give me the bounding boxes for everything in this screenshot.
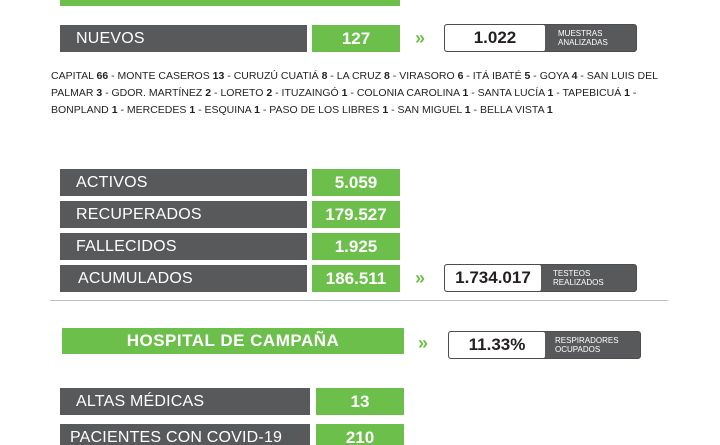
localidad-name: TAPEBICUÁ <box>562 87 625 99</box>
top-green-bar <box>60 0 400 6</box>
localidad-item: ITÁ IBATÉ 5 <box>473 70 531 82</box>
localidad-count: 2 <box>266 87 273 99</box>
localidad-count: 1 <box>547 87 554 99</box>
localidad-name: LORETO <box>220 87 267 99</box>
fallecidos-label: FALLECIDOS <box>60 233 307 260</box>
localidad-count: 4 <box>571 70 578 82</box>
localidad-item: BELLA VISTA 1 <box>480 104 553 116</box>
localidad-item: SAN LUIS DEL PALMAR 3 <box>51 70 658 99</box>
acumulados-row: ACUMULADOS 186.511 <box>60 265 400 292</box>
localidad-item: PASO DE LOS LIBRES 1 <box>269 104 388 116</box>
localidad-item: CAPITAL 66 <box>51 70 108 82</box>
nuevos-value: 127 <box>312 25 400 52</box>
testeos-caption: TESTEOS REALIZADOS <box>553 269 604 287</box>
muestras-caption: MUESTRAS ANALIZADAS <box>558 29 608 47</box>
localidad-item: MONTE CASEROS 13 <box>118 70 225 82</box>
acumulados-value: 186.511 <box>312 265 400 292</box>
localidad-item: GOYA 4 <box>540 70 578 82</box>
localidad-count: 8 <box>321 70 328 82</box>
testeos-value: 1.734.017 <box>445 265 541 291</box>
arrow-icon: » <box>418 333 428 353</box>
muestras-box: 1.022 MUESTRAS ANALIZADAS <box>444 24 637 52</box>
acumulados-label: ACUMULADOS <box>60 265 307 292</box>
localidad-count: 3 <box>96 87 103 99</box>
fallecidos-row: FALLECIDOS 1.925 <box>60 233 400 260</box>
localidad-item: COLONIA CAROLINA 1 <box>357 87 468 99</box>
recuperados-value: 179.527 <box>312 201 400 228</box>
pacientes-label: PACIENTES CON COVID-19 <box>60 424 310 445</box>
localidad-item: BONPLAND 1 <box>51 104 118 116</box>
respiradores-value: 11.33% <box>449 332 545 358</box>
localidad-count: 13 <box>212 70 225 82</box>
pacientes-value: 210 <box>316 424 404 445</box>
pacientes-row: PACIENTES CON COVID-19 210 <box>60 424 404 445</box>
respiradores-caption: RESPIRADORES OCUPADOS <box>555 336 619 354</box>
localidad-name: GOYA <box>539 70 572 82</box>
hospital-title: HOSPITAL DE CAMPAÑA <box>62 328 404 354</box>
localidades-list: CAPITAL 66 - MONTE CASEROS 13 - CURUZÚ C… <box>51 70 658 116</box>
localidad-name: SAN MIGUEL <box>397 104 465 116</box>
localidad-count: 2 <box>205 87 212 99</box>
localidad-count: 8 <box>384 70 390 82</box>
recuperados-label: RECUPERADOS <box>60 201 307 228</box>
localidad-name: PASO DE LOS LIBRES <box>269 104 383 116</box>
localidad-count: 1 <box>254 104 260 116</box>
localidad-item: MERCEDES 1 <box>127 104 195 116</box>
localidad-item: VIRASORO 6 <box>399 70 463 82</box>
fallecidos-value: 1.925 <box>312 233 400 260</box>
localidad-count: 1 <box>624 87 630 99</box>
localidad-count: 6 <box>457 70 464 82</box>
muestras-value: 1.022 <box>445 25 545 51</box>
localidad-item: SANTA LUCÍA 1 <box>478 87 554 99</box>
localidad-name: ESQUINA <box>204 104 255 116</box>
altas-label: ALTAS MÉDICAS <box>60 388 310 415</box>
localidad-name: BONPLAND <box>51 104 112 116</box>
localidad-count: 66 <box>96 70 109 82</box>
altas-row: ALTAS MÉDICAS 13 <box>60 388 404 415</box>
localidad-name: GDOR. MARTÍNEZ <box>111 87 206 99</box>
localidad-item: LORETO 2 <box>220 87 272 99</box>
localidad-count: 1 <box>341 87 348 99</box>
localidad-name: COLONIA CAROLINA <box>356 87 463 99</box>
localidad-name: SAN LUIS DEL PALMAR <box>51 70 658 99</box>
activos-value: 5.059 <box>312 169 400 196</box>
localidad-count: 5 <box>524 70 531 82</box>
localidad-name: MONTE CASEROS <box>117 70 213 82</box>
localidad-name: MERCEDES <box>126 104 190 116</box>
arrow-icon: » <box>415 28 425 48</box>
localidad-count: 1 <box>111 104 118 116</box>
localidad-item: GDOR. MARTÍNEZ 2 <box>112 87 212 99</box>
localidad-name: SANTA LUCÍA <box>477 87 548 99</box>
localidad-count: 1 <box>189 104 196 116</box>
respiradores-box: 11.33% RESPIRADORES OCUPADOS <box>448 331 641 359</box>
localidad-name: CAPITAL <box>51 70 97 82</box>
localidad-count: 1 <box>382 104 389 116</box>
localidad-item: CURUZÚ CUATIÁ 8 <box>234 70 328 82</box>
localidad-name: BELLA VISTA <box>479 104 547 116</box>
nuevos-label: NUEVOS <box>60 25 307 52</box>
localidad-name: ITUZAINGÓ <box>281 87 342 99</box>
localidad-count: 1 <box>462 87 469 99</box>
section-divider <box>50 300 668 301</box>
localidad-count: 1 <box>546 104 553 116</box>
localidad-name: VIRASORO <box>399 70 458 82</box>
activos-row: ACTIVOS 5.059 <box>60 169 400 196</box>
testeos-box: 1.734.017 TESTEOS REALIZADOS <box>444 264 637 292</box>
localidad-item: ITUZAINGÓ 1 <box>282 87 348 99</box>
localidad-item: SAN MIGUEL 1 <box>398 104 471 116</box>
arrow-icon: » <box>415 268 425 288</box>
localidad-item: ESQUINA 1 <box>205 104 260 116</box>
nuevos-row: NUEVOS 127 <box>60 25 400 52</box>
localidad-name: ITÁ IBATÉ <box>472 70 525 82</box>
recuperados-row: RECUPERADOS 179.527 <box>60 201 400 228</box>
localidad-item: TAPEBICUÁ 1 <box>562 87 630 99</box>
altas-value: 13 <box>316 388 404 415</box>
localidad-name: LA CRUZ <box>336 70 385 82</box>
activos-label: ACTIVOS <box>60 169 307 196</box>
localidad-count: 1 <box>464 104 471 116</box>
localidad-name: CURUZÚ CUATIÁ <box>233 70 322 82</box>
localidad-item: LA CRUZ 8 <box>337 70 390 82</box>
